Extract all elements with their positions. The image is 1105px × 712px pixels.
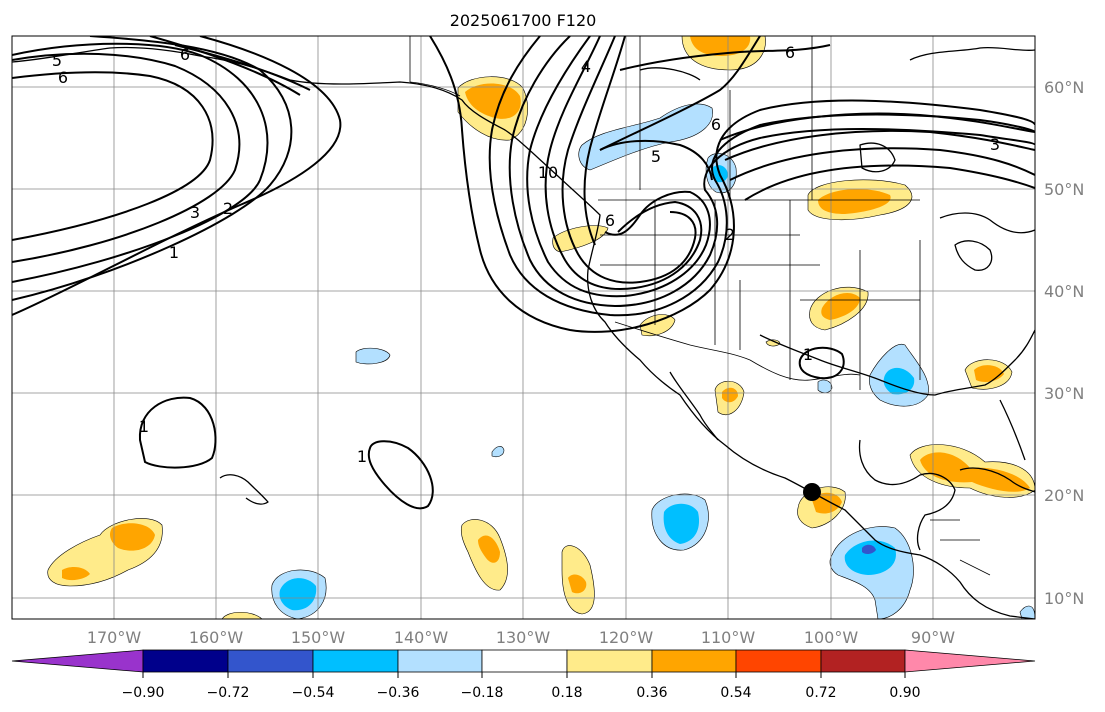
contour-label: 3	[190, 203, 200, 222]
contour-label: 6	[180, 45, 190, 64]
colorbar-segment	[820, 649, 906, 673]
longitude-label: 150°W	[291, 628, 346, 647]
colorbar-tick-label: −0.18	[461, 685, 504, 701]
positive-anomaly-baja	[639, 314, 676, 337]
contour-label: 2	[725, 225, 735, 244]
contour-label: 1	[169, 243, 179, 262]
graticule	[12, 36, 1035, 619]
contour-label: 6	[605, 211, 615, 230]
map-area: 5 6 3 2 1 4 5 6 6 10 6 2 3 1 1 1 6	[12, 36, 1035, 619]
longitude-label: 120°W	[599, 628, 654, 647]
contour-label: 1	[803, 345, 813, 364]
contour-label: 5	[651, 147, 661, 166]
contour-label: 6	[785, 43, 795, 62]
contour-label: 6	[711, 115, 721, 134]
colorbar-tick-label: −0.36	[377, 685, 420, 701]
map-title: 2025061700 F120	[450, 11, 597, 30]
contour-lines	[12, 36, 1035, 510]
longitude-labels: 170°W 160°W 150°W 140°W 130°W 120°W 110°…	[87, 628, 955, 647]
longitude-label: 170°W	[87, 628, 142, 647]
colorbar-extend-high	[904, 649, 1036, 673]
shading-layer	[47, 36, 1035, 619]
contour-label: 6	[58, 68, 68, 87]
contour-label: 3	[990, 135, 1000, 154]
colorbar-tick-labels: −0.90 −0.72 −0.54 −0.36 −0.18 0.18 0.36 …	[122, 685, 921, 701]
colorbar-segment	[566, 649, 653, 673]
colorbar-segment	[651, 649, 737, 673]
colorbar-segment	[481, 649, 568, 673]
latitude-labels: 60°N 50°N 40°N 30°N 20°N 10°N	[1044, 78, 1084, 608]
colorbar-segment	[142, 649, 229, 673]
latitude-label: 10°N	[1044, 589, 1084, 608]
longitude-label: 140°W	[394, 628, 449, 647]
colorbar-tick-label: 0.18	[551, 685, 582, 701]
contour-label: 1	[357, 447, 367, 466]
point-marker	[803, 483, 821, 501]
latitude-label: 60°N	[1044, 78, 1084, 97]
colorbar-tick-label: 0.54	[720, 685, 751, 701]
longitude-label: 100°W	[804, 628, 859, 647]
colorbar-ticks	[142, 672, 906, 678]
contour-label-group: 5 6 3 2 1 4 5 6 6 10 6 2 3 1 1 1 6	[52, 43, 1000, 466]
colorbar-tick-label: 0.72	[805, 685, 836, 701]
colorbar-tick-label: 0.90	[889, 685, 920, 701]
latitude-label: 50°N	[1044, 180, 1084, 199]
contour-label: 4	[581, 57, 591, 76]
contour-label: 10	[538, 163, 558, 182]
colorbar-segment	[227, 649, 314, 673]
longitude-label: 160°W	[189, 628, 244, 647]
contour-label: 2	[223, 199, 233, 218]
map-frame	[11, 35, 1036, 620]
longitude-label: 110°W	[701, 628, 756, 647]
longitude-label: 90°W	[911, 628, 955, 647]
colorbar-tick-label: −0.72	[207, 685, 250, 701]
colorbar-segment	[735, 649, 822, 673]
longitude-label: 130°W	[496, 628, 551, 647]
contour-label: 5	[52, 51, 62, 70]
positive-anomaly-pacnw	[552, 225, 609, 253]
colorbar-extend-low	[11, 649, 144, 673]
colorbar-tick-label: −0.90	[122, 685, 165, 701]
colorbar-tick-label: −0.54	[292, 685, 335, 701]
latitude-label: 30°N	[1044, 384, 1084, 403]
colorbar-segment	[397, 649, 483, 673]
colorbar-tick-label: 0.36	[636, 685, 667, 701]
contour-label: 1	[139, 417, 149, 436]
colorbar-segment	[312, 649, 399, 673]
latitude-label: 20°N	[1044, 486, 1084, 505]
latitude-label: 40°N	[1044, 282, 1084, 301]
negative-anomaly-bc	[578, 103, 713, 171]
colorbar	[11, 649, 1036, 673]
